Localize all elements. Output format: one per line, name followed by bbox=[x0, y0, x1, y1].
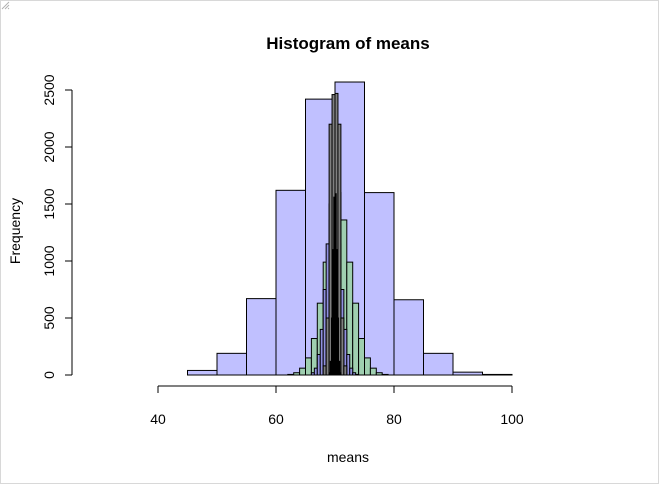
histogram-bar-s1-12 bbox=[482, 373, 513, 376]
y-tick-label: 0 bbox=[41, 371, 57, 379]
histogram-bar-s3-16 bbox=[355, 373, 360, 376]
histogram-bar-s2-15 bbox=[369, 367, 377, 376]
histogram-bar-s5-10 bbox=[339, 372, 342, 376]
histogram-bar-s2-16 bbox=[375, 372, 383, 376]
histogram-bar-s2-3 bbox=[299, 367, 307, 376]
histogram-bar-s2-2 bbox=[293, 372, 301, 376]
histogram-bar-s5-8 bbox=[336, 317, 340, 376]
histogram-bar-s1-8 bbox=[364, 192, 395, 376]
histogram-bar-s3-14 bbox=[349, 367, 354, 376]
histogram-bar-s1-2 bbox=[187, 369, 218, 376]
histogram-bar-s1-11 bbox=[452, 371, 483, 376]
histogram-bar-s2-1 bbox=[287, 373, 295, 376]
y-tick-label: 1000 bbox=[41, 245, 57, 276]
histogram-bar-s2-17 bbox=[381, 373, 389, 376]
resize-grip-icon[interactable] bbox=[0, 0, 10, 10]
histogram-bar-s2-12 bbox=[352, 302, 360, 376]
bars-layer bbox=[187, 81, 513, 376]
histogram-bar-s5-9 bbox=[338, 360, 341, 376]
x-tick-label: 80 bbox=[386, 411, 402, 427]
histogram-bar-s2-4 bbox=[305, 357, 312, 376]
chart-title: Histogram of means bbox=[266, 34, 429, 53]
y-tick-label: 500 bbox=[41, 306, 57, 330]
histogram-bar-s1-10 bbox=[423, 352, 454, 376]
histogram-bar-s1-3 bbox=[216, 352, 247, 376]
x-axis-label: means bbox=[327, 449, 369, 465]
x-tick-label: 100 bbox=[500, 411, 524, 427]
y-axis: 0 500 1000 1500 2000 2500 bbox=[41, 74, 73, 379]
histogram-bar-s3-15 bbox=[352, 372, 357, 376]
histogram-bar-s4-7 bbox=[340, 317, 345, 376]
y-tick-label: 2500 bbox=[41, 74, 57, 105]
histogram-bar-s3-13 bbox=[346, 353, 351, 376]
histogram-bar-s2-13 bbox=[358, 338, 366, 376]
histogram-bar-s4-8 bbox=[343, 365, 348, 376]
x-tick-label: 60 bbox=[268, 411, 284, 427]
x-tick-label: 40 bbox=[150, 411, 166, 427]
histogram-bar-s2-14 bbox=[364, 357, 371, 376]
y-tick-label: 2000 bbox=[41, 131, 57, 162]
histogram-bar-s5-7 bbox=[335, 249, 338, 376]
y-axis-label: Frequency bbox=[7, 198, 23, 264]
histogram-bar-s1-9 bbox=[393, 299, 424, 376]
x-axis: 40 60 80 100 bbox=[150, 385, 524, 427]
histogram-bar-s1-5 bbox=[275, 189, 306, 376]
y-tick-label: 1500 bbox=[41, 188, 57, 219]
histogram-bar-s1-4 bbox=[246, 298, 277, 376]
